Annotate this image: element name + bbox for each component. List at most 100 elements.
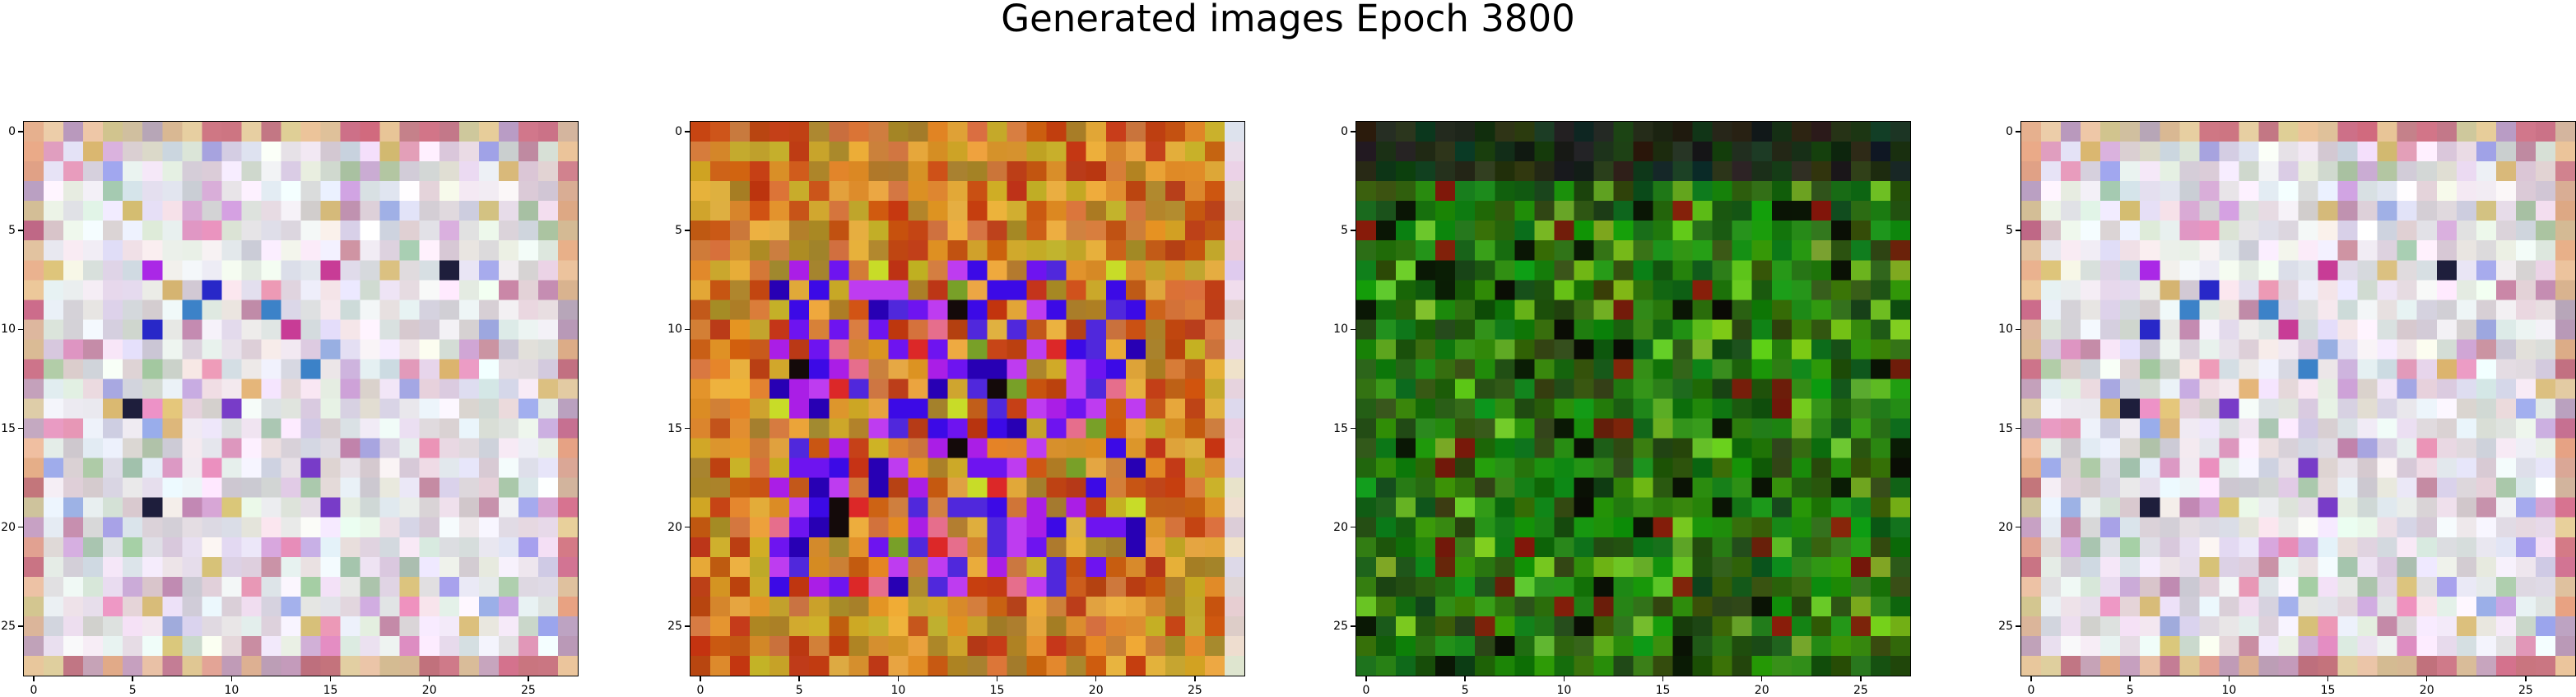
x-tick	[1860, 676, 1862, 681]
x-tick-label: 0	[2027, 684, 2035, 697]
y-tick-label: 0	[1341, 125, 1348, 139]
x-tick	[132, 676, 133, 681]
x-tick	[2525, 676, 2527, 681]
x-tick-label: 5	[795, 684, 803, 697]
x-tick	[1194, 676, 1196, 681]
y-tick-label: 10	[1, 323, 16, 337]
y-tick-label: 15	[667, 421, 682, 435]
y-tick-label: 20	[1998, 520, 2013, 534]
generated-image-2	[690, 121, 1245, 676]
y-tick	[685, 625, 690, 627]
x-tick	[1662, 676, 1664, 681]
y-tick	[685, 230, 690, 231]
y-tick	[2016, 526, 2020, 528]
x-tick	[2129, 676, 2131, 681]
y-tick	[1351, 625, 1355, 627]
y-tick-label: 25	[1, 619, 16, 633]
x-tick-label: 15	[1655, 684, 1671, 697]
y-tick	[18, 230, 23, 231]
x-tick	[996, 676, 998, 681]
y-tick	[685, 427, 690, 430]
y-tick	[18, 427, 23, 430]
y-tick	[18, 526, 23, 528]
pixel-grid-4	[2021, 122, 2575, 676]
x-tick-label: 10	[890, 684, 906, 697]
x-tick	[1095, 676, 1097, 681]
pixel-grid-1	[24, 122, 578, 676]
generated-image-1	[23, 121, 579, 676]
x-tick-label: 15	[2320, 684, 2336, 697]
x-tick-label: 0	[30, 684, 38, 697]
pixel-grid-2	[690, 122, 1244, 676]
y-tick-label: 0	[2006, 125, 2013, 139]
x-tick	[329, 676, 332, 681]
y-tick-label: 5	[8, 224, 16, 238]
y-tick	[1351, 328, 1355, 331]
x-tick-label: 10	[224, 684, 239, 697]
y-tick	[1351, 131, 1355, 132]
y-tick-label: 10	[667, 323, 682, 337]
y-tick	[685, 131, 690, 132]
y-tick-label: 10	[1333, 323, 1348, 337]
x-tick	[1760, 676, 1763, 681]
generated-image-4	[2020, 121, 2576, 676]
x-tick	[2327, 676, 2329, 681]
y-tick-label: 25	[667, 619, 682, 633]
x-tick	[2425, 676, 2428, 681]
x-tick	[528, 676, 529, 681]
x-tick-label: 25	[520, 684, 536, 697]
x-tick-label: 25	[1853, 684, 1868, 697]
y-tick	[2016, 328, 2020, 331]
figure-title: Generated images Epoch 3800	[1001, 0, 1575, 40]
x-tick-label: 5	[2126, 684, 2134, 697]
generated-image-3	[1355, 121, 1911, 676]
y-tick-label: 0	[675, 125, 682, 139]
y-tick-label: 25	[1333, 619, 1348, 633]
x-tick	[2228, 676, 2230, 681]
x-tick-label: 5	[128, 684, 137, 697]
y-tick	[2016, 427, 2020, 430]
y-tick-label: 0	[8, 125, 16, 139]
y-tick-label: 20	[1333, 520, 1348, 534]
y-tick-label: 10	[1998, 323, 2013, 337]
pixel-grid-3	[1356, 122, 1910, 676]
x-tick-label: 20	[1754, 684, 1769, 697]
y-tick	[685, 526, 690, 528]
y-tick	[18, 328, 23, 331]
x-tick	[1464, 676, 1466, 681]
y-tick	[2016, 625, 2020, 627]
y-tick	[1351, 230, 1355, 231]
y-tick-label: 15	[1333, 421, 1348, 435]
x-tick-label: 0	[1362, 684, 1370, 697]
y-tick	[1351, 526, 1355, 528]
y-tick-label: 5	[675, 224, 682, 238]
x-tick-label: 10	[2221, 684, 2237, 697]
x-tick	[897, 676, 900, 681]
y-tick	[18, 131, 23, 132]
y-tick	[18, 625, 23, 627]
x-tick-label: 25	[1187, 684, 1202, 697]
x-tick	[1563, 676, 1565, 681]
y-tick-label: 5	[2006, 224, 2013, 238]
x-tick	[230, 676, 233, 681]
x-tick	[700, 676, 701, 681]
y-tick-label: 15	[1, 421, 16, 435]
x-tick	[428, 676, 430, 681]
y-tick	[685, 328, 690, 331]
x-tick-label: 5	[1461, 684, 1469, 697]
y-tick	[2016, 230, 2020, 231]
y-tick-label: 15	[1998, 421, 2013, 435]
x-tick	[2030, 676, 2032, 681]
y-tick	[2016, 131, 2020, 132]
x-tick-label: 15	[989, 684, 1005, 697]
x-tick-label: 20	[421, 684, 437, 697]
y-tick-label: 5	[1341, 224, 1348, 238]
x-tick-label: 15	[323, 684, 338, 697]
x-tick-label: 10	[1556, 684, 1572, 697]
x-tick-label: 20	[2419, 684, 2434, 697]
y-tick-label: 20	[1, 520, 16, 534]
x-tick-label: 20	[1088, 684, 1104, 697]
x-tick	[1365, 676, 1367, 681]
x-tick-label: 0	[696, 684, 704, 697]
y-tick-label: 20	[667, 520, 682, 534]
